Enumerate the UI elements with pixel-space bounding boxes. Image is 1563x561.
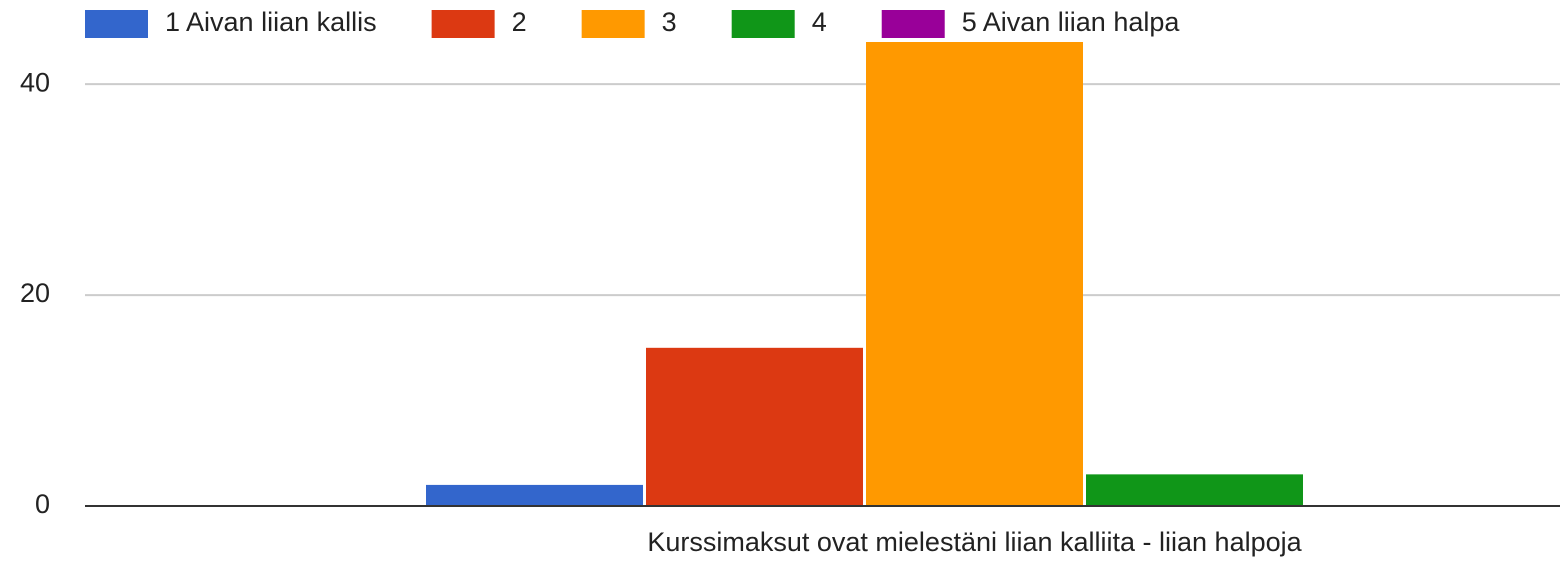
x-tick-label: Kurssimaksut ovat mielestäni liian kalli… [647,527,1302,557]
legend-label: 3 [662,7,677,37]
bar [1086,474,1303,506]
legend-swatch [85,10,148,38]
legend-label: 2 [512,7,527,37]
legend-swatch [581,10,645,38]
legend-swatch [731,10,795,38]
bar [646,347,863,506]
bar [866,42,1083,506]
y-tick-label: 0 [35,489,50,519]
legend-swatch [881,10,945,38]
y-tick-label: 40 [20,67,50,97]
legend-label: 5 Aivan liian halpa [962,7,1181,37]
legend-label: 1 Aivan liian kallis [165,7,377,37]
bar [426,484,643,506]
y-tick-label: 20 [20,278,50,308]
legend-label: 4 [812,7,827,37]
legend-swatch [431,10,495,38]
